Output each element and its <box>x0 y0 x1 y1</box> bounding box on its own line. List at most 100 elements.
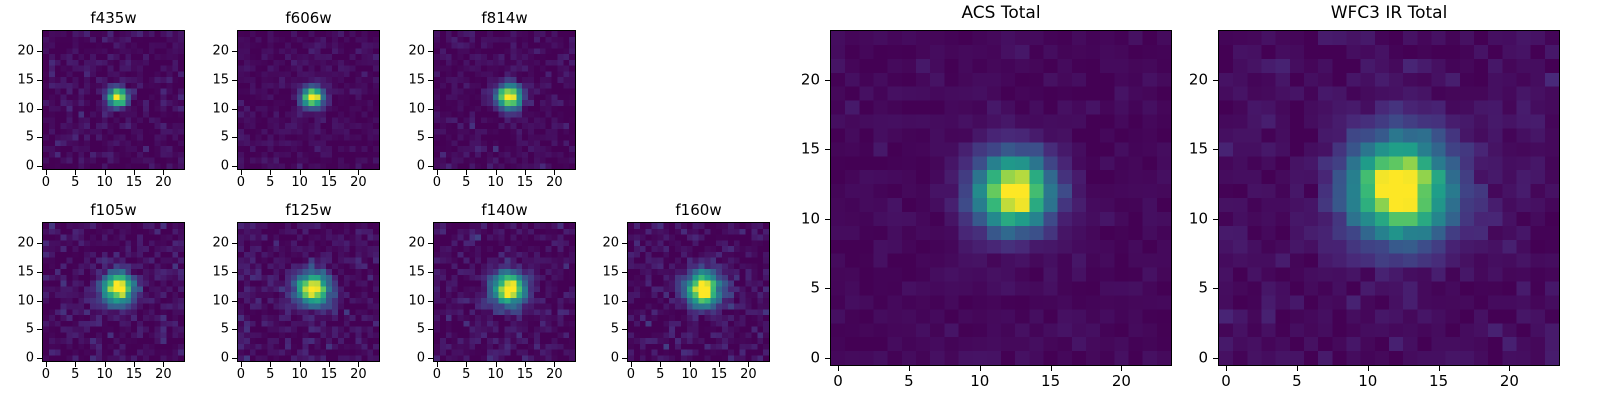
heatmap-f125w <box>238 223 379 361</box>
x-tick-mark <box>45 170 47 175</box>
y-tick-mark <box>1213 288 1218 290</box>
y-tick-label: 0 <box>610 350 619 366</box>
y-tick-label: 20 <box>212 43 229 59</box>
y-tick-label: 20 <box>408 235 425 251</box>
x-tick-mark <box>748 362 750 367</box>
x-tick-mark <box>525 362 527 367</box>
y-tick-label: 15 <box>17 72 34 88</box>
heatmap-f606w <box>238 31 379 169</box>
x-tick-label: 5 <box>71 367 80 382</box>
x-tick-label: 5 <box>71 175 80 190</box>
y-tick-mark <box>825 218 830 220</box>
x-tick-label: 15 <box>125 175 143 190</box>
panel-f814w: f814w 0 5 10 15 20 0 5 10 15 20 <box>408 11 576 189</box>
x-tick-label: 5 <box>462 175 471 190</box>
y-tick-mark <box>232 137 237 139</box>
x-tick-mark <box>329 362 331 367</box>
x-tick-label: 20 <box>1499 372 1519 390</box>
x-tick-mark <box>554 362 556 367</box>
panel-f125w: f125w 0 5 10 15 20 0 5 10 15 20 <box>212 203 380 381</box>
x-tick-mark <box>525 170 527 175</box>
y-tick-label: 10 <box>408 101 425 117</box>
x-tick-mark <box>240 170 242 175</box>
panel-title-f814w: f814w <box>481 9 528 27</box>
x-tick-label: 20 <box>155 367 172 382</box>
y-tick-mark <box>825 79 830 81</box>
x-tick-mark <box>660 362 662 367</box>
panel-title-wfc3-ir-total: WFC3 IR Total <box>1330 3 1448 23</box>
y-tick-mark <box>428 166 433 168</box>
x-tick-label: 0 <box>432 367 442 382</box>
y-tick-label: 5 <box>610 321 619 337</box>
x-tick-label: 20 <box>546 175 563 190</box>
panel-title-acs-total: ACS Total <box>961 3 1041 23</box>
y-tick-label: 10 <box>17 293 34 309</box>
y-tick-label: 20 <box>602 235 619 251</box>
panel-wfc3-ir-total: WFC3 IR Total 0 5 10 15 20 0 5 10 15 20 <box>1189 5 1560 389</box>
y-tick-label: 10 <box>408 293 425 309</box>
x-tick-mark <box>1438 366 1440 371</box>
y-tick-label: 20 <box>1188 70 1208 89</box>
y-tick-mark <box>622 271 627 273</box>
x-tick-mark <box>466 362 468 367</box>
heatmap-f814w <box>434 31 575 169</box>
panel-acs-total: ACS Total 0 5 10 15 20 0 5 10 15 20 <box>801 5 1172 389</box>
y-tick-mark <box>428 300 433 302</box>
x-tick-mark <box>45 362 47 367</box>
x-tick-mark <box>299 170 301 175</box>
y-tick-mark <box>428 137 433 139</box>
panel-f140w: f140w 0 5 10 15 20 0 5 10 15 20 <box>408 203 576 381</box>
y-tick-label: 0 <box>220 350 229 366</box>
x-tick-label: 15 <box>516 175 534 190</box>
x-tick-mark <box>270 362 272 367</box>
y-tick-label: 15 <box>17 264 34 280</box>
y-tick-label: 5 <box>220 129 229 145</box>
x-tick-mark <box>134 362 136 367</box>
panel-title-f105w: f105w <box>90 201 137 219</box>
y-tick-label: 20 <box>800 70 820 89</box>
y-tick-label: 15 <box>800 139 820 158</box>
panel-title-f125w: f125w <box>285 201 332 219</box>
x-tick-mark <box>299 362 301 367</box>
y-tick-label: 20 <box>408 43 425 59</box>
y-tick-mark <box>37 300 42 302</box>
y-tick-label: 5 <box>810 278 820 297</box>
panel-f606w: f606w 0 5 10 15 20 0 5 10 15 20 <box>212 11 380 189</box>
x-tick-label: 15 <box>1041 372 1061 390</box>
y-tick-label: 20 <box>17 43 34 59</box>
x-tick-label: 5 <box>266 367 275 382</box>
x-tick-label: 10 <box>96 175 113 190</box>
y-tick-label: 5 <box>25 321 34 337</box>
y-tick-mark <box>232 329 237 331</box>
x-tick-label: 0 <box>626 367 636 382</box>
x-tick-mark <box>134 170 136 175</box>
x-tick-label: 20 <box>546 367 563 382</box>
y-tick-label: 15 <box>602 264 619 280</box>
y-tick-mark <box>428 329 433 331</box>
x-tick-mark <box>436 170 438 175</box>
y-tick-mark <box>232 271 237 273</box>
x-tick-label: 10 <box>291 367 308 382</box>
x-tick-mark <box>495 362 497 367</box>
y-tick-mark <box>232 79 237 81</box>
x-tick-mark <box>75 170 77 175</box>
y-tick-label: 5 <box>1198 278 1208 297</box>
y-tick-label: 15 <box>1188 139 1208 158</box>
x-tick-label: 0 <box>41 175 51 190</box>
y-tick-label: 10 <box>212 101 229 117</box>
x-tick-mark <box>1367 366 1369 371</box>
y-tick-mark <box>37 137 42 139</box>
y-tick-label: 15 <box>408 72 425 88</box>
x-tick-mark <box>358 170 360 175</box>
y-tick-mark <box>37 108 42 110</box>
panel-title-f606w: f606w <box>285 9 332 27</box>
y-tick-label: 20 <box>212 235 229 251</box>
x-tick-label: 0 <box>236 175 246 190</box>
x-tick-mark <box>1121 366 1123 371</box>
x-tick-label: 10 <box>681 367 698 382</box>
heatmap-wfc3-ir-total <box>1219 31 1559 365</box>
x-tick-mark <box>163 170 165 175</box>
x-tick-mark <box>358 362 360 367</box>
x-tick-label: 10 <box>1358 372 1378 390</box>
x-tick-label: 10 <box>970 372 990 390</box>
